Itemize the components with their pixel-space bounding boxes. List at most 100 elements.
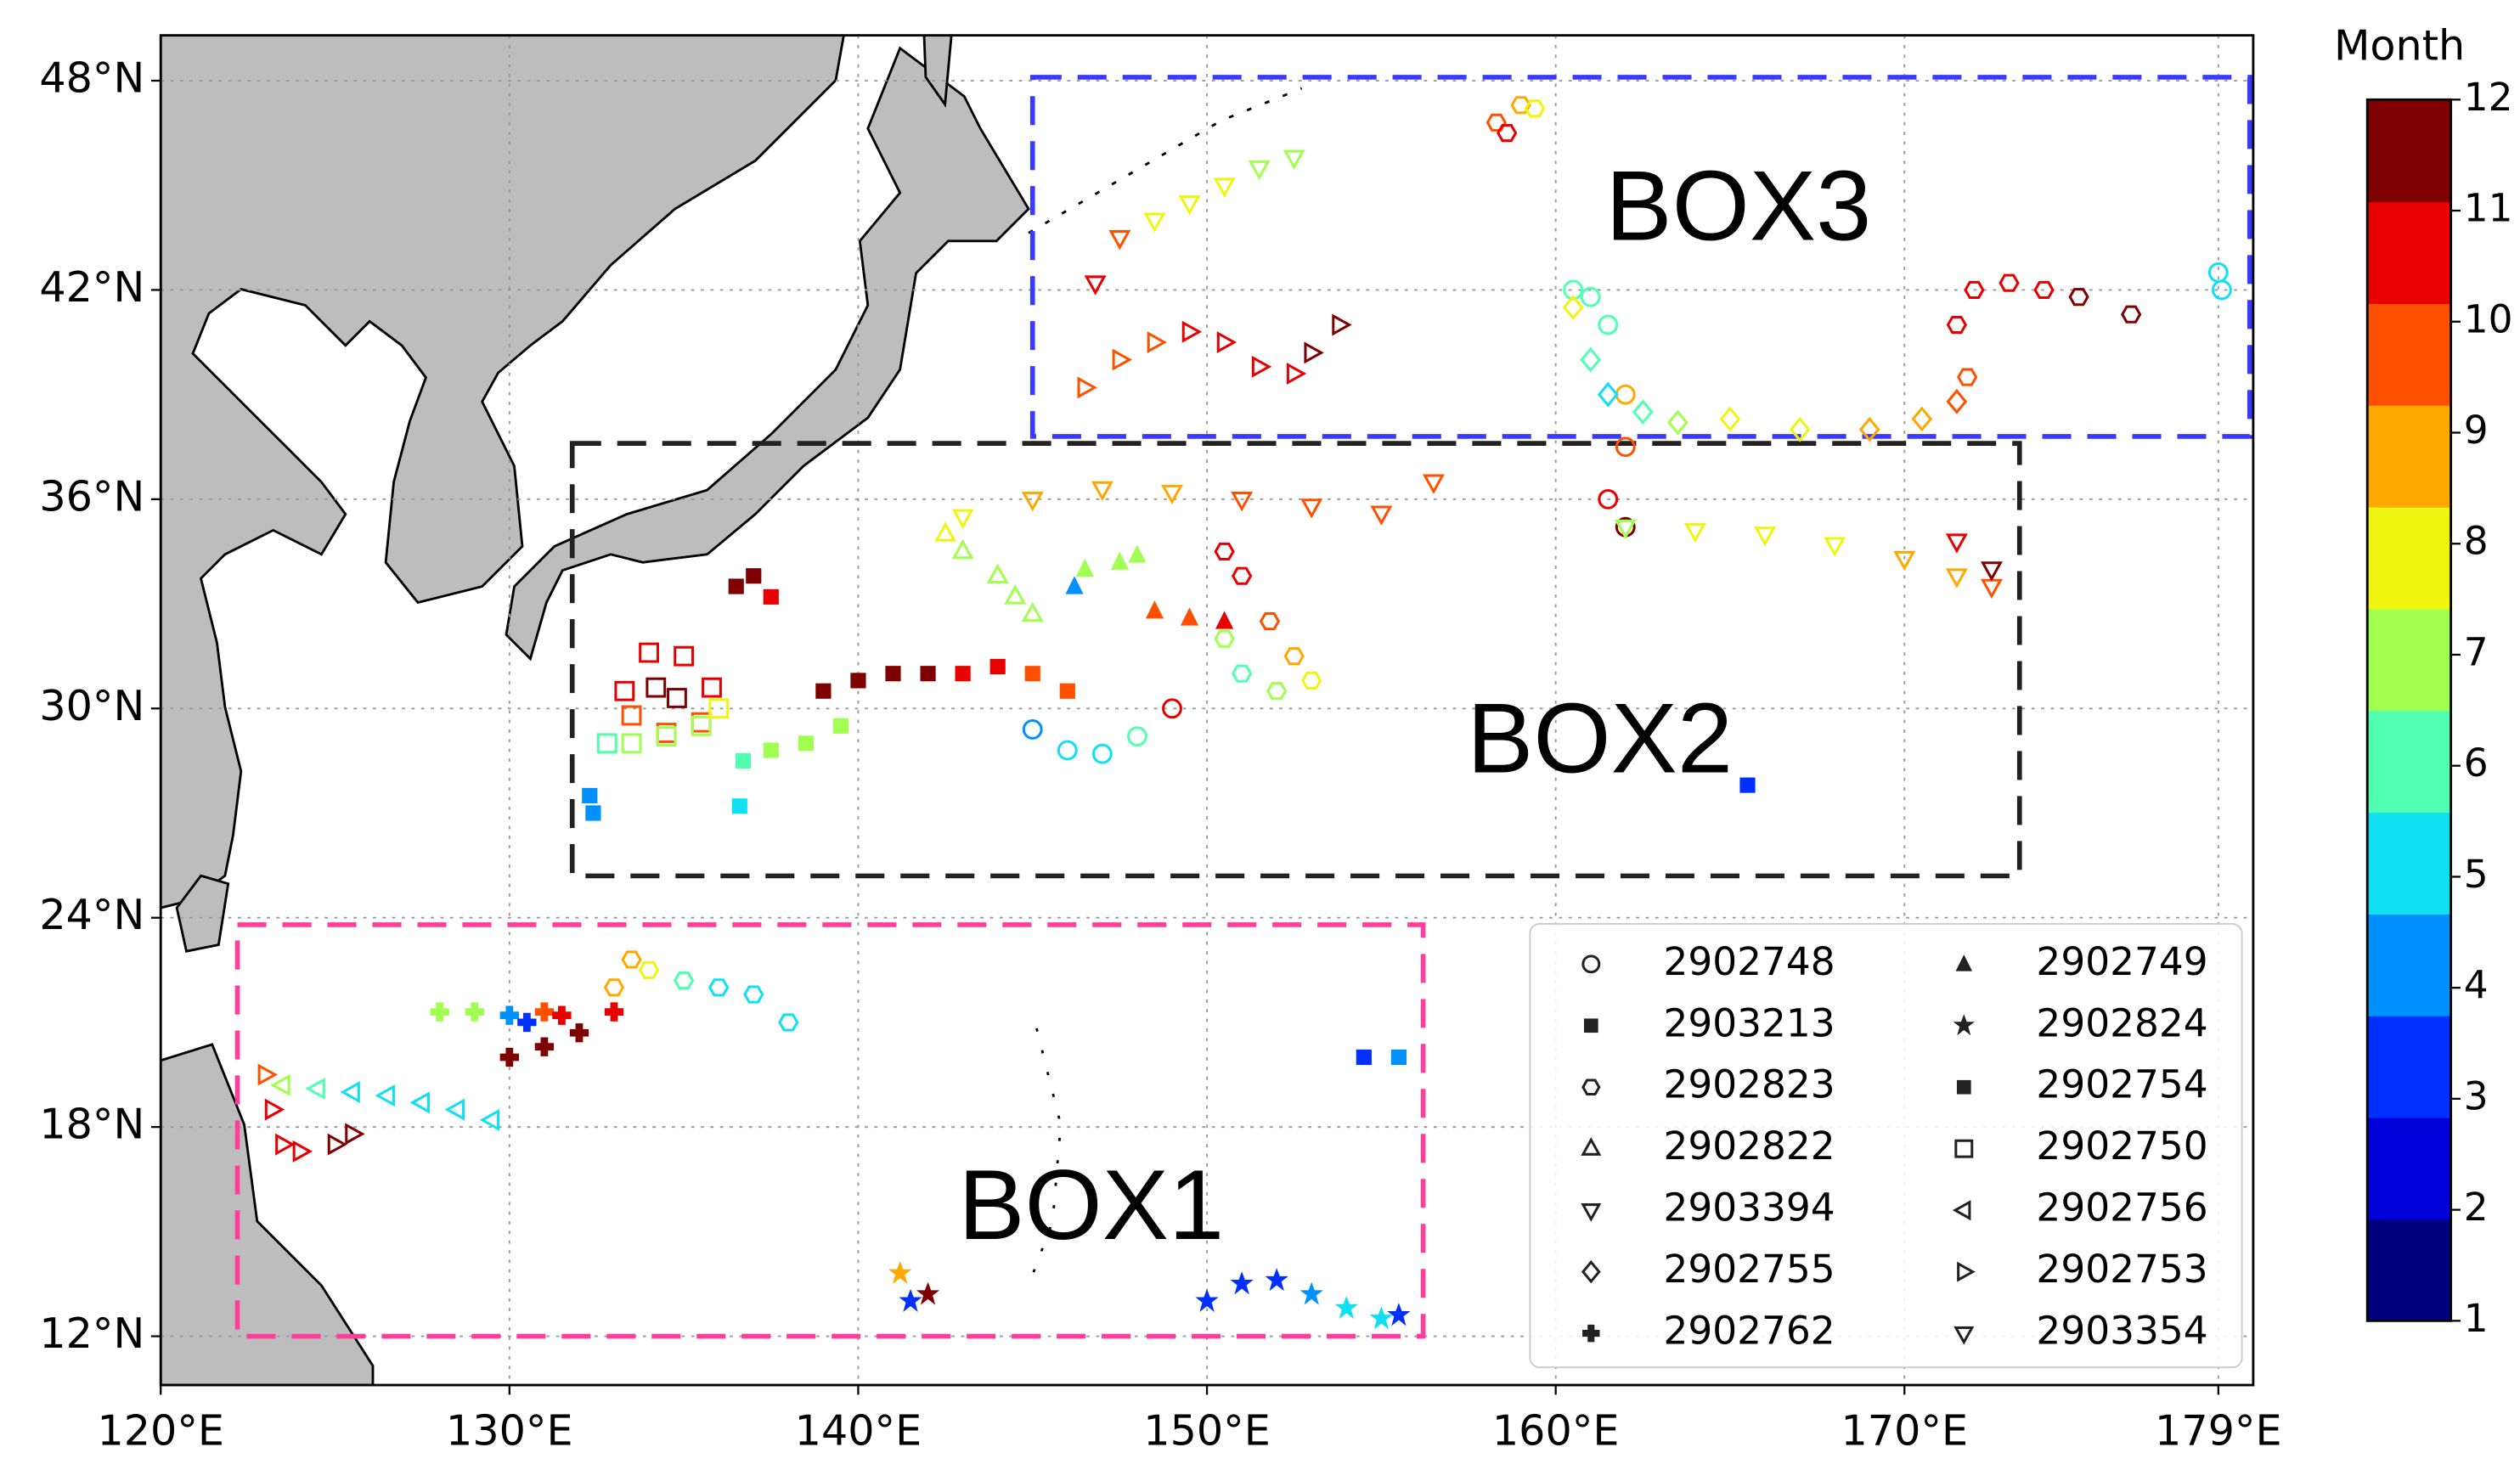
marker <box>465 1002 484 1022</box>
marker <box>1946 315 1968 335</box>
marker <box>1021 601 1044 622</box>
marker <box>614 680 635 701</box>
marker <box>270 1073 290 1096</box>
marker <box>569 1023 589 1043</box>
marker <box>639 642 659 663</box>
legend-box <box>1529 923 2243 1369</box>
marker <box>1999 273 2020 292</box>
marker <box>552 1005 572 1025</box>
marker <box>1945 533 1968 554</box>
marker <box>2033 280 2055 300</box>
legend-marker <box>1581 1137 1602 1156</box>
legend-label: 2902754 <box>2036 1062 2207 1107</box>
legend-label: 2902755 <box>1663 1247 1835 1292</box>
region-label: BOX3 <box>1605 150 1871 262</box>
marker <box>1562 295 1584 320</box>
marker <box>1145 600 1164 619</box>
legend-marker <box>1581 1078 1601 1095</box>
marker <box>1858 416 1880 442</box>
marker <box>1286 363 1307 385</box>
marker <box>305 1077 325 1100</box>
legend-marker <box>1581 954 1601 974</box>
marker <box>850 673 866 689</box>
legend-label: 2903213 <box>1663 1000 1835 1045</box>
colorbar-band <box>2367 506 2451 610</box>
marker <box>1422 474 1445 494</box>
marker <box>1683 523 1706 543</box>
marker <box>1004 584 1027 605</box>
marker <box>1283 647 1305 666</box>
legend-label: 2902749 <box>2036 939 2207 984</box>
legend-label: 2902823 <box>1663 1062 1835 1107</box>
sakhalin <box>922 35 953 108</box>
legend-label: 2903394 <box>1663 1185 1835 1230</box>
marker <box>264 1098 285 1121</box>
marker <box>1230 1271 1254 1295</box>
marker <box>1754 527 1777 547</box>
marker <box>1195 1288 1219 1312</box>
marker <box>1059 683 1075 699</box>
colorbar-band <box>2367 1219 2451 1322</box>
marker <box>763 588 779 605</box>
grid <box>160 35 2253 1386</box>
marker <box>1024 666 1040 682</box>
marker <box>2121 305 2142 324</box>
marker <box>728 578 744 594</box>
marker <box>621 733 642 754</box>
marker <box>1180 607 1199 626</box>
marker <box>1946 389 1968 414</box>
marker <box>1231 492 1254 512</box>
marker <box>596 733 617 754</box>
y-tick-label: 12°N <box>39 1309 144 1358</box>
marker <box>708 978 730 997</box>
legend-label: 2903354 <box>2036 1309 2207 1354</box>
marker <box>1091 481 1113 502</box>
marker <box>1231 664 1253 683</box>
marker <box>888 1260 912 1285</box>
legend-label: 2902748 <box>1663 939 1835 984</box>
axes: 120°E 130°E 140°E 150°E 160°E 170°E 179°E 12°N 1… <box>39 53 2281 1456</box>
marker <box>1021 492 1044 512</box>
marker <box>409 1091 430 1114</box>
points <box>257 96 2232 1330</box>
x-tick-label: 140°E <box>795 1405 922 1455</box>
marker <box>1739 777 1756 793</box>
x-tick-label: 150°E <box>1143 1405 1271 1455</box>
colorbar-tick-label: 9 <box>2464 408 2489 453</box>
colorbar-band <box>2367 201 2451 304</box>
legend-label: 2902822 <box>1663 1123 1835 1168</box>
legend-marker <box>1957 1261 1976 1282</box>
legend-marker <box>1583 1018 1598 1033</box>
marker <box>1334 1296 1358 1320</box>
colorbar-tick-label: 4 <box>2464 963 2489 1008</box>
colorbar-band <box>2367 608 2451 712</box>
marker <box>1356 1049 1372 1066</box>
marker <box>257 1063 278 1086</box>
marker <box>1911 406 1933 432</box>
marker <box>920 666 936 682</box>
region-label: BOX2 <box>1467 683 1733 794</box>
marker <box>763 742 779 758</box>
marker <box>621 950 642 969</box>
colorbar-band <box>2367 302 2451 406</box>
marker <box>1390 1049 1407 1066</box>
colorbar-tick-label: 11 <box>2464 186 2513 231</box>
marker <box>275 1133 296 1156</box>
colorbar-band <box>2367 710 2451 814</box>
marker <box>1091 743 1113 764</box>
marker <box>345 1123 365 1146</box>
marker <box>1213 177 1236 198</box>
y-tick-label: 36°N <box>39 471 144 521</box>
marker <box>499 1047 519 1067</box>
marker <box>951 538 974 560</box>
legend-marker <box>1581 1259 1601 1284</box>
marker <box>934 521 957 542</box>
marker <box>1251 355 1272 378</box>
marker <box>340 1081 360 1104</box>
colorbar-tick-label: 5 <box>2464 852 2489 897</box>
marker <box>603 978 625 997</box>
marker <box>1075 558 1094 577</box>
